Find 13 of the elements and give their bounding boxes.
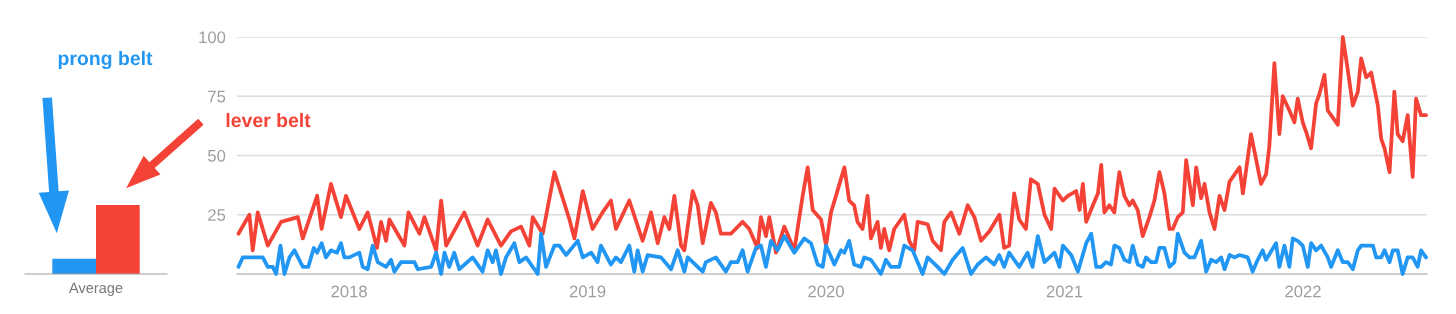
x-tick-label: 2018 [331,285,367,298]
text: lever belt [226,112,311,128]
x-tick-label: 2019 [569,285,606,298]
y-tick-label: 25 [208,209,226,221]
text: prong belt [58,50,153,70]
x-tick-label: 2020 [808,285,844,298]
x-tick-label: Average [69,282,123,296]
x-tick-label: 2022 [1285,285,1321,298]
y-tick-label: 75 [208,90,226,103]
x-tick-label: 2021 [1046,285,1083,298]
y-tick-label: 100 [199,31,226,44]
y-tick-label: 50 [208,149,226,162]
line-series [236,231,1428,276]
